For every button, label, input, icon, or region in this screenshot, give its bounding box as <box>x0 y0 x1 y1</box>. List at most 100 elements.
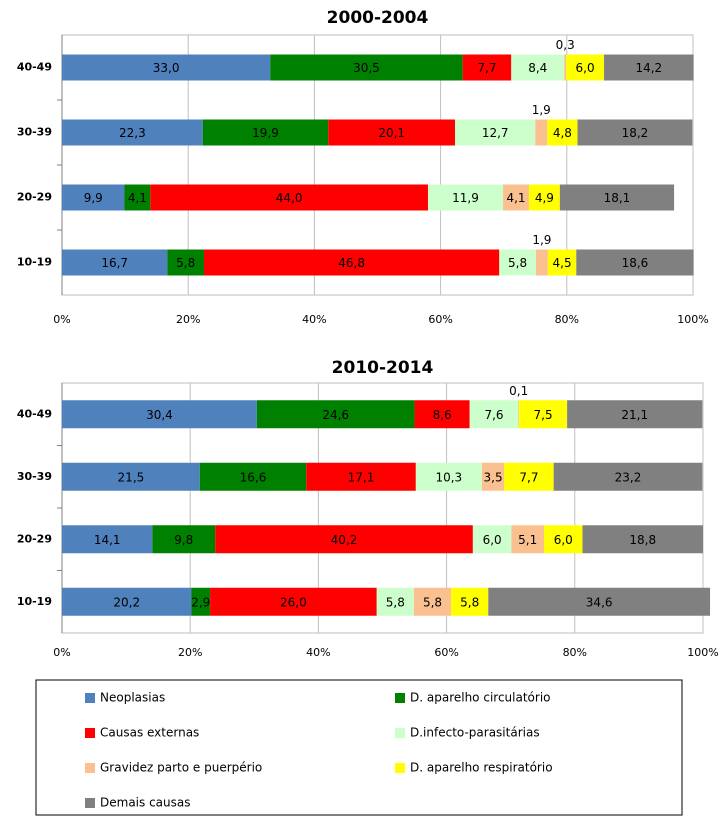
data-label: 44,0 <box>276 191 303 205</box>
data-label: 7,6 <box>484 408 503 422</box>
legend-swatch <box>395 763 405 773</box>
x-tick-label: 40% <box>306 646 330 659</box>
legend-label: Causas externas <box>100 726 199 740</box>
data-label: 30,4 <box>146 408 173 422</box>
data-label: 10,3 <box>435 470 462 484</box>
legend-swatch <box>85 763 95 773</box>
data-label: 4,9 <box>535 191 554 205</box>
x-tick-label: 0% <box>53 646 70 659</box>
bar-segment <box>62 400 257 429</box>
bar-segment <box>503 184 529 211</box>
bar-segment <box>414 400 470 429</box>
y-tick-label: 30-39 <box>17 126 52 139</box>
bar-segment <box>210 587 377 616</box>
bar-segment <box>455 119 536 146</box>
data-label: 18,8 <box>629 533 656 547</box>
data-label: 5,1 <box>518 533 537 547</box>
data-label: 16,7 <box>101 256 128 270</box>
data-label: 17,1 <box>348 470 375 484</box>
data-label: 24,6 <box>322 408 349 422</box>
legend-label: Neoplasias <box>100 691 165 705</box>
data-label: 1,9 <box>532 103 551 117</box>
data-label: 40,2 <box>331 533 358 547</box>
bar-segment <box>528 184 560 211</box>
data-label: 11,9 <box>452 191 479 205</box>
bar-segment <box>518 400 520 429</box>
bar-segment <box>191 587 211 616</box>
bar-segment <box>202 119 329 146</box>
y-tick-label: 10-19 <box>17 595 52 608</box>
legend-label: D.infecto-parasitárias <box>410 726 540 740</box>
data-label: 12,7 <box>482 126 509 140</box>
data-label: 9,8 <box>174 533 193 547</box>
x-tick-label: 0% <box>53 313 70 326</box>
data-label: 21,5 <box>118 470 145 484</box>
bar-segment <box>535 119 548 146</box>
data-label: 21,1 <box>621 408 648 422</box>
bar-segment <box>203 249 500 276</box>
x-tick-label: 100% <box>687 646 718 659</box>
bar-segment <box>559 184 675 211</box>
data-label: 2,9 <box>191 595 210 609</box>
bar-segment <box>62 525 153 554</box>
bar-segment <box>270 54 463 81</box>
chart-title: 2000-2004 <box>327 8 429 28</box>
bar-segment <box>567 400 703 429</box>
y-tick-label: 40-49 <box>17 407 52 420</box>
legend-swatch <box>85 798 95 808</box>
x-tick-label: 20% <box>178 646 202 659</box>
bar-segment <box>306 462 416 491</box>
bar-segment <box>62 462 200 491</box>
bar-segment <box>256 400 415 429</box>
legend-swatch <box>85 728 95 738</box>
bar-segment <box>328 119 456 146</box>
bar-segment <box>544 525 583 554</box>
data-label: 4,8 <box>553 126 572 140</box>
bar-segment <box>472 525 512 554</box>
data-label: 7,5 <box>534 408 553 422</box>
legend-swatch <box>85 693 95 703</box>
bar-segment <box>451 587 489 616</box>
data-label: 20,1 <box>378 126 405 140</box>
data-label: 18,6 <box>622 256 649 270</box>
data-label: 19,9 <box>252 126 279 140</box>
x-tick-label: 100% <box>677 313 708 326</box>
bar-segment <box>62 54 271 81</box>
data-label: 14,1 <box>94 533 121 547</box>
data-label: 30,5 <box>353 61 380 75</box>
x-tick-label: 80% <box>563 646 587 659</box>
data-label: 5,8 <box>176 256 195 270</box>
bar-segment <box>124 184 151 211</box>
legend-label: D. aparelho respiratório <box>410 761 553 775</box>
bar-segment <box>499 249 536 276</box>
y-tick-label: 20-29 <box>17 191 52 204</box>
data-label: 6,0 <box>554 533 573 547</box>
bar-segment <box>535 249 548 276</box>
data-label: 8,6 <box>433 408 452 422</box>
data-label: 4,1 <box>506 191 525 205</box>
data-label: 7,7 <box>477 61 496 75</box>
bar-segment <box>413 587 452 616</box>
data-label: 9,9 <box>84 191 103 205</box>
bar-segment <box>547 119 578 146</box>
bar-segment <box>582 525 703 554</box>
bar-segment <box>504 462 554 491</box>
data-label: 23,2 <box>615 470 642 484</box>
legend-swatch <box>395 728 405 738</box>
data-label: 46,8 <box>338 256 365 270</box>
bar-segment <box>376 587 414 616</box>
data-label: 0,1 <box>509 384 528 398</box>
legend-swatch <box>395 693 405 703</box>
x-tick-label: 20% <box>176 313 200 326</box>
bar-segment <box>511 54 565 81</box>
data-label: 6,0 <box>576 61 595 75</box>
data-label: 4,5 <box>553 256 572 270</box>
bar-segment <box>62 184 125 211</box>
y-tick-label: 40-49 <box>17 61 52 74</box>
bar-segment <box>481 462 505 491</box>
bar-segment <box>199 462 307 491</box>
x-tick-label: 60% <box>428 313 452 326</box>
y-tick-label: 20-29 <box>17 532 52 545</box>
bar-segment <box>62 587 192 616</box>
data-label: 5,8 <box>423 595 442 609</box>
